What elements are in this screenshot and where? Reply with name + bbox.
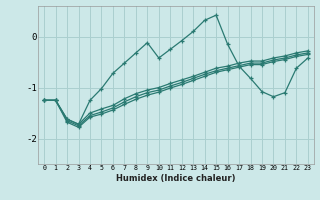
X-axis label: Humidex (Indice chaleur): Humidex (Indice chaleur) (116, 174, 236, 183)
